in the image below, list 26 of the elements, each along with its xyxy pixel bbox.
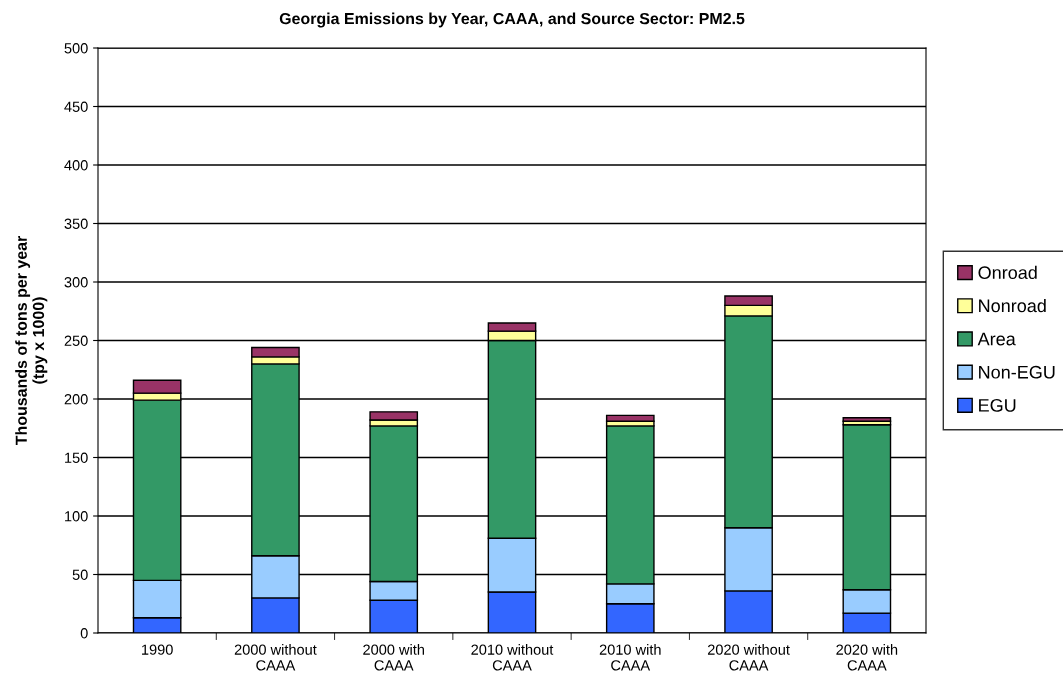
bar (842, 417, 892, 422)
x-tick-label: 2000 without CAAA (234, 644, 317, 671)
y-tick-label: 0 (80, 628, 88, 639)
x-tick-label: 2020 without CAAA (707, 644, 790, 671)
legend-label: Area (977, 332, 1016, 346)
y-tick-label: 450 (64, 101, 88, 112)
x-tick-label: 1990 (142, 644, 173, 655)
y-tick-label: 300 (64, 277, 88, 288)
y-tick-label: 150 (65, 452, 88, 463)
legend-label: Non-EGU (979, 365, 1055, 379)
y-tick-label: 50 (72, 569, 88, 580)
y-tick-label: 500 (64, 43, 88, 54)
y-tick-label: 350 (64, 218, 88, 229)
y-tick-label: 250 (64, 335, 88, 346)
legend-label: Nonroad (979, 298, 1046, 313)
x-tick-label: 2010 with CAAA (599, 644, 661, 671)
y-axis-title: Thousands of tons per year (tpy x 1000) (15, 236, 48, 446)
x-tick-label: 2020 with CAAA (836, 644, 898, 671)
x-tick-label: 2010 without CAAA (471, 644, 554, 671)
x-tick-label: 2000 with CAAA (363, 644, 424, 671)
y-tick-label: 200 (64, 394, 88, 405)
legend-label: EGU (979, 398, 1016, 412)
y-tick-label: 400 (64, 160, 88, 171)
chart-title: Georgia Emissions by Year, CAAA, and Source Sector: PM2.5 (279, 12, 745, 28)
y-tick-label: 100 (65, 511, 88, 522)
legend-label: Onroad (978, 265, 1037, 280)
